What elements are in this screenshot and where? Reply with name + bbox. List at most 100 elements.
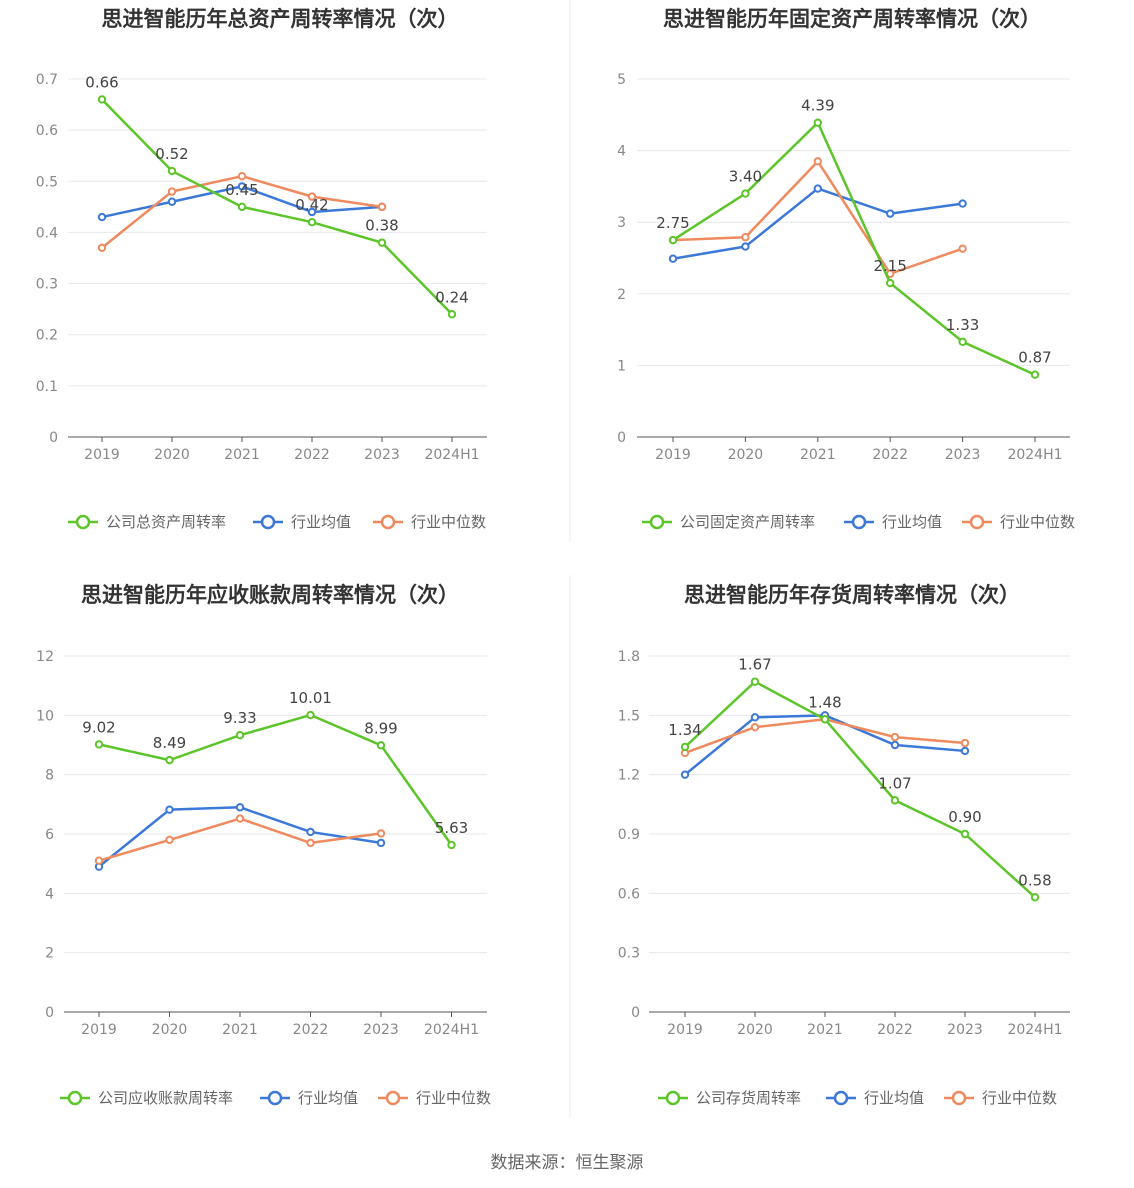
data-point-company (741, 189, 750, 198)
legend-item-median[interactable]: 行业中位数 (373, 513, 486, 531)
y-tick-label: 4 (617, 144, 626, 160)
data-point-company (1030, 893, 1040, 902)
legend-label: 公司存货周转率 (696, 1089, 801, 1107)
data-label: 0.52 (155, 145, 188, 163)
y-tick-label: 0.1 (36, 379, 58, 395)
y-tick-label: 0.9 (618, 827, 640, 843)
data-point-median (165, 835, 174, 845)
x-tick-label: 2024H1 (424, 447, 479, 463)
y-tick-label: 0.6 (36, 123, 58, 139)
x-tick-label: 2020 (728, 447, 764, 463)
x-tick-label: 2024H1 (1007, 1022, 1062, 1038)
x-tick-label: 2022 (872, 447, 908, 463)
y-tick-label: 8 (45, 768, 54, 784)
legend-item-median[interactable]: 行业中位数 (962, 513, 1075, 531)
data-label: 0.90 (948, 808, 981, 826)
data-label: 10.01 (289, 689, 332, 707)
data-point-company (813, 118, 822, 127)
data-label: 4.39 (801, 97, 834, 115)
legend-item-company[interactable]: 公司应收账款周转率 (60, 1089, 233, 1107)
y-tick-label: 0.4 (36, 225, 58, 241)
legend-swatch-marker (833, 1090, 849, 1106)
data-point-median (94, 856, 104, 865)
y-tick-label: 1.2 (618, 768, 640, 784)
charts-layer: 思进智能历年总资产周转率情况（次） 0 0.1 0.2 0.3 0.4 0.5 0.6 0.7 2… (36, 7, 1075, 1107)
data-point-median (958, 244, 967, 253)
series-line-company (98, 713, 453, 846)
y-tick-label: 4 (45, 886, 54, 902)
legend-item-median[interactable]: 行业中位数 (378, 1089, 491, 1107)
data-label: 0.58 (1018, 871, 1051, 889)
data-point-avg (306, 827, 315, 837)
legend-item-company[interactable]: 公司存货周转率 (658, 1089, 801, 1107)
x-tick-label: 2019 (667, 1022, 703, 1038)
legend-item-avg[interactable]: 行业均值 (260, 1089, 358, 1107)
legend-label: 行业中位数 (982, 1089, 1057, 1107)
legend-label: 公司总资产周转率 (106, 513, 226, 531)
data-point-company (960, 829, 970, 839)
data-point-avg (890, 740, 900, 750)
chart-panel-4: 思进智能历年存货周转率情况（次） 0 0.3 0.6 0.9 1.2 1.5 1.8 2019 2… (618, 583, 1070, 1107)
legend-swatch-marker (75, 514, 91, 530)
chart-title: 思进智能历年总资产周转率情况（次） (102, 7, 459, 31)
y-tick-label: 3 (617, 215, 626, 231)
series-line-company (101, 98, 453, 316)
x-tick-label: 2020 (154, 447, 190, 463)
x-tick-label: 2024H1 (424, 1022, 479, 1038)
data-point-company (376, 741, 386, 750)
legend-swatch-marker (665, 1090, 681, 1106)
legend-label: 行业均值 (864, 1089, 924, 1107)
data-point-median (235, 814, 245, 823)
chart-title: 思进智能历年存货周转率情况（次） (684, 583, 1020, 607)
series-line-company (684, 680, 1036, 899)
x-tick-label: 2020 (152, 1022, 188, 1038)
x-tick-label: 2024H1 (1007, 447, 1062, 463)
legend-label: 行业中位数 (411, 513, 486, 531)
data-label: 0.66 (85, 73, 118, 91)
legend-item-median[interactable]: 行业中位数 (944, 1089, 1057, 1107)
data-label: 1.07 (878, 774, 911, 792)
data-point-company (306, 710, 315, 720)
series-line-company (672, 121, 1036, 376)
y-tick-label: 1 (617, 358, 626, 374)
data-point-company (377, 238, 387, 247)
legend-item-company[interactable]: 公司总资产周转率 (68, 513, 226, 531)
legend-swatch-marker (67, 1090, 83, 1106)
legend-label: 行业均值 (298, 1089, 358, 1107)
x-tick-label: 2019 (84, 447, 120, 463)
data-point-avg (235, 803, 245, 812)
y-tick-label: 0 (617, 430, 626, 446)
y-tick-label: 0.7 (36, 72, 58, 88)
chart-panel-1: 思进智能历年总资产周转率情况（次） 0 0.1 0.2 0.3 0.4 0.5 0.6 0.7 2… (36, 7, 487, 531)
data-point-company (447, 840, 456, 850)
data-label: 1.33 (946, 316, 979, 334)
data-point-company (1030, 370, 1040, 379)
data-source-note: 数据来源：恒生聚源 (491, 1153, 644, 1173)
x-tick-label: 2020 (737, 1022, 773, 1038)
data-label: 1.48 (808, 693, 841, 711)
legend-label: 行业中位数 (1000, 513, 1075, 531)
legend-item-avg[interactable]: 行业均值 (826, 1089, 924, 1107)
data-point-avg (376, 838, 386, 848)
data-point-avg (680, 770, 690, 779)
data-label: 3.40 (729, 168, 762, 186)
y-tick-label: 0.6 (618, 886, 640, 902)
data-label: 0.24 (435, 288, 468, 306)
legend-label: 行业均值 (291, 513, 351, 531)
legend-item-avg[interactable]: 行业均值 (253, 513, 351, 531)
legend-swatch-marker (969, 514, 985, 530)
y-tick-label: 1.5 (618, 708, 640, 724)
x-tick-label: 2023 (364, 447, 400, 463)
data-point-company (447, 310, 457, 319)
y-tick-label: 5 (617, 72, 626, 88)
legend-swatch-marker (267, 1090, 283, 1106)
legend-item-company[interactable]: 公司固定资产周转率 (642, 513, 815, 531)
chart-title: 思进智能历年应收账款周转率情况（次） (81, 583, 459, 607)
data-point-avg (668, 254, 678, 263)
legend-item-avg[interactable]: 行业均值 (844, 513, 942, 531)
data-point-median (377, 202, 387, 212)
legend-label: 行业中位数 (416, 1089, 491, 1107)
x-tick-label: 2022 (294, 447, 330, 463)
data-point-median (741, 233, 750, 242)
